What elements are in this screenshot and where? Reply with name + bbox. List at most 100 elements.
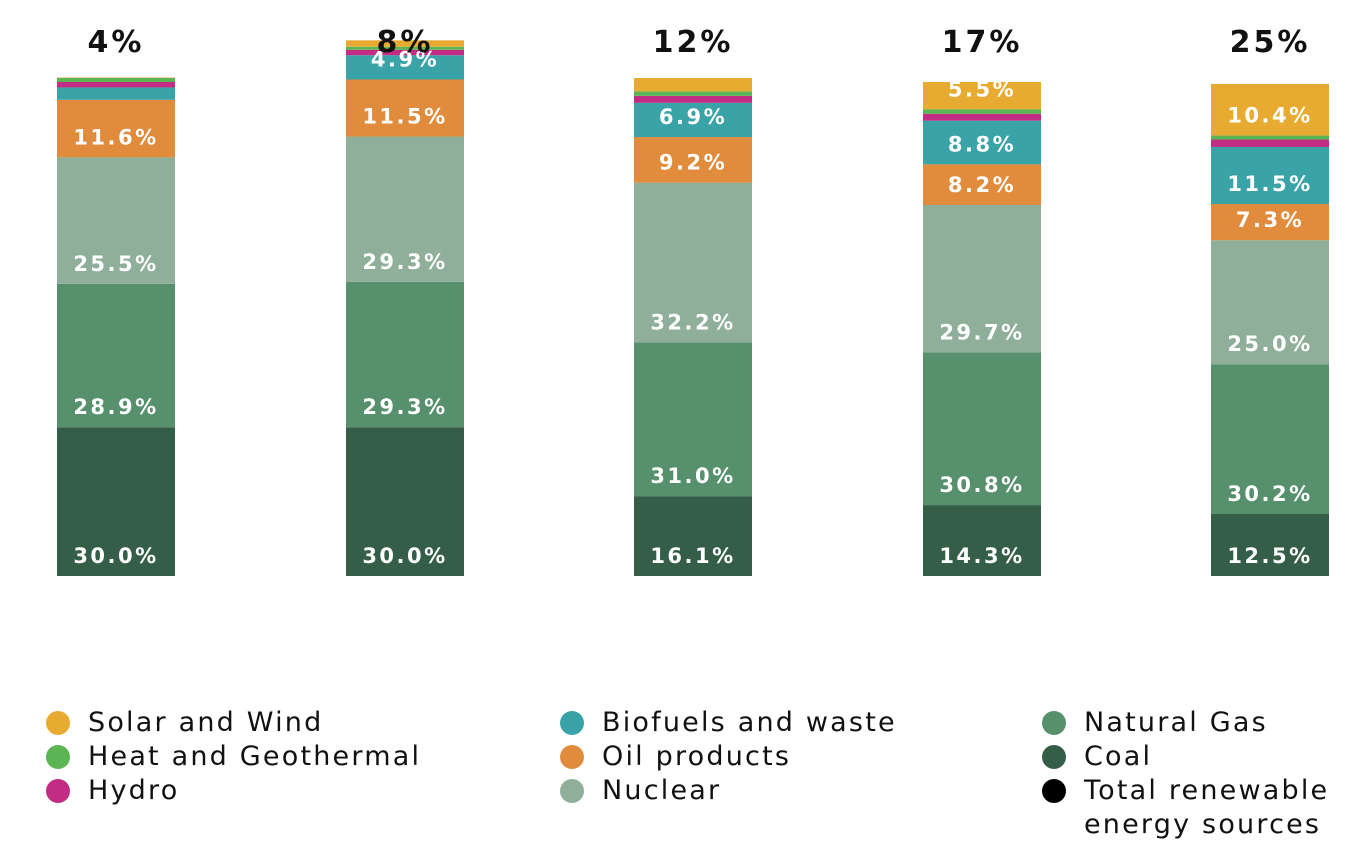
- legend-swatch-total-renewable: [1042, 779, 1066, 803]
- bar-segment-biofuels-and-waste-1: [57, 87, 175, 100]
- bar-segment-solar-and-wind-4: [923, 81, 1041, 110]
- data-label-oil-products-3: 9.2%: [659, 151, 727, 175]
- bar-segment-solar-and-wind-2: [346, 40, 464, 47]
- category-label-2: 8%: [377, 25, 434, 60]
- bar-segment-natural-gas-2: [346, 281, 464, 428]
- bar-segment-oil-products-2: [346, 79, 464, 137]
- bar-segment-heat-and-geothermal-4: [923, 109, 1041, 114]
- data-label-coal-1: 30.0%: [73, 544, 158, 568]
- data-label-oil-products-4: 8.2%: [948, 173, 1016, 197]
- legend-label-biofuels-and-waste: Biofuels and waste: [602, 707, 897, 738]
- data-label-biofuels-and-waste-5: 11.5%: [1227, 172, 1312, 196]
- data-label-oil-products-2: 11.5%: [362, 105, 447, 129]
- legend-swatch-nuclear: [560, 779, 584, 803]
- data-label-biofuels-and-waste-3: 6.9%: [659, 105, 727, 129]
- legend-item-nuclear: Nuclear: [560, 774, 721, 808]
- legend-swatch-biofuels-and-waste: [560, 711, 584, 735]
- data-label-oil-products-1: 11.6%: [73, 125, 158, 149]
- legend-swatch-hydro: [46, 779, 70, 803]
- bar-segment-nuclear-2: [346, 136, 464, 282]
- bar-segment-oil-products-1: [57, 99, 175, 158]
- legend-label-total-renewable: Total renewable energy sources: [1084, 775, 1330, 840]
- bar-segment-coal-4: [923, 505, 1041, 576]
- category-label-3: 12%: [653, 25, 734, 60]
- data-label-natural-gas-5: 30.2%: [1227, 482, 1312, 506]
- data-label-natural-gas-3: 31.0%: [650, 464, 735, 488]
- data-label-solar-and-wind-4: 5.5%: [948, 77, 1016, 101]
- data-label-coal-4: 14.3%: [939, 544, 1024, 568]
- legend-item-total-renewable: Total renewable energy sources: [1042, 774, 1329, 842]
- legend-swatch-solar-and-wind: [46, 711, 70, 735]
- legend-label-natural-gas: Natural Gas: [1084, 707, 1268, 738]
- data-label-nuclear-4: 29.7%: [939, 320, 1024, 344]
- legend-label-nuclear: Nuclear: [602, 775, 722, 806]
- legend-item-hydro: Hydro: [46, 774, 179, 808]
- bar-segment-heat-and-geothermal-1: [57, 78, 175, 82]
- bar-segment-oil-products-4: [923, 164, 1041, 205]
- bar-segment-biofuels-and-waste-2: [346, 55, 464, 80]
- data-label-biofuels-and-waste-2: 4.9%: [371, 48, 439, 72]
- bar-segment-coal-5: [1211, 514, 1329, 576]
- bar-segment-heat-and-geothermal-5: [1211, 135, 1329, 140]
- legend-swatch-coal: [1042, 745, 1066, 769]
- data-label-nuclear-5: 25.0%: [1227, 332, 1312, 356]
- legend-label-solar-and-wind: Solar and Wind: [88, 707, 324, 738]
- legend-item-natural-gas: Natural Gas: [1042, 706, 1268, 740]
- data-label-solar-and-wind-5: 10.4%: [1227, 104, 1312, 128]
- bar-segment-coal-1: [57, 427, 175, 576]
- data-label-natural-gas-1: 28.9%: [73, 395, 158, 419]
- legend: Solar and Wind Heat and Geothermal Hydro…: [46, 706, 1358, 842]
- data-label-biofuels-and-waste-4: 8.8%: [948, 132, 1016, 156]
- bar-segment-natural-gas-5: [1211, 364, 1329, 514]
- legend-swatch-heat-and-geothermal: [46, 745, 70, 769]
- bar-segment-natural-gas-1: [57, 283, 175, 428]
- bar-segment-hydro-2: [346, 49, 464, 56]
- data-label-natural-gas-4: 30.8%: [939, 473, 1024, 497]
- bar-segment-hydro-4: [923, 113, 1041, 121]
- category-label-5: 25%: [1230, 25, 1311, 60]
- bar-segment-oil-products-3: [634, 137, 752, 183]
- category-label-4: 17%: [942, 25, 1023, 60]
- bar-segment-hydro-1: [57, 81, 175, 88]
- data-label-coal-5: 12.5%: [1227, 544, 1312, 568]
- bar-segment-heat-and-geothermal-3: [634, 91, 752, 96]
- data-label-coal-2: 30.0%: [362, 544, 447, 568]
- data-label-natural-gas-2: 29.3%: [362, 395, 447, 419]
- bar-segment-natural-gas-3: [634, 342, 752, 497]
- bar-segment-nuclear-3: [634, 182, 752, 343]
- bar-segment-nuclear-4: [923, 204, 1041, 353]
- bar-segment-coal-3: [634, 496, 752, 576]
- data-label-coal-3: 16.1%: [650, 544, 735, 568]
- bar-segment-natural-gas-4: [923, 352, 1041, 506]
- bar-segment-coal-2: [346, 427, 464, 576]
- bar-segment-oil-products-5: [1211, 204, 1329, 241]
- category-label-1: 4%: [88, 25, 145, 60]
- data-label-nuclear-1: 25.5%: [73, 252, 158, 276]
- data-label-nuclear-2: 29.3%: [362, 250, 447, 274]
- legend-label-hydro: Hydro: [88, 775, 180, 806]
- data-label-oil-products-5: 7.3%: [1236, 208, 1304, 232]
- bar-segment-heat-and-geothermal-2: [346, 46, 464, 50]
- data-label-nuclear-3: 32.2%: [650, 310, 735, 334]
- legend-item-coal: Coal: [1042, 740, 1152, 774]
- legend-swatch-oil-products: [560, 745, 584, 769]
- legend-swatch-natural-gas: [1042, 711, 1066, 735]
- bar-segment-nuclear-1: [57, 157, 175, 284]
- bar-segment-hydro-3: [634, 95, 752, 103]
- bar-segment-solar-and-wind-5: [1211, 83, 1329, 136]
- legend-item-biofuels-and-waste: Biofuels and waste: [560, 706, 897, 740]
- legend-label-heat-and-geothermal: Heat and Geothermal: [88, 741, 422, 772]
- bar-segment-biofuels-and-waste-4: [923, 120, 1041, 165]
- legend-label-oil-products: Oil products: [602, 741, 792, 772]
- legend-item-oil-products: Oil products: [560, 740, 791, 774]
- legend-item-heat-and-geothermal: Heat and Geothermal: [46, 740, 421, 774]
- bar-segment-biofuels-and-waste-3: [634, 102, 752, 138]
- bar-segment-nuclear-5: [1211, 240, 1329, 365]
- bar-segment-biofuels-and-waste-5: [1211, 146, 1329, 204]
- bar-segment-solar-and-wind-3: [634, 78, 752, 92]
- legend-label-coal: Coal: [1084, 741, 1153, 772]
- legend-item-solar-and-wind: Solar and Wind: [46, 706, 323, 740]
- bar-segment-hydro-5: [1211, 139, 1329, 147]
